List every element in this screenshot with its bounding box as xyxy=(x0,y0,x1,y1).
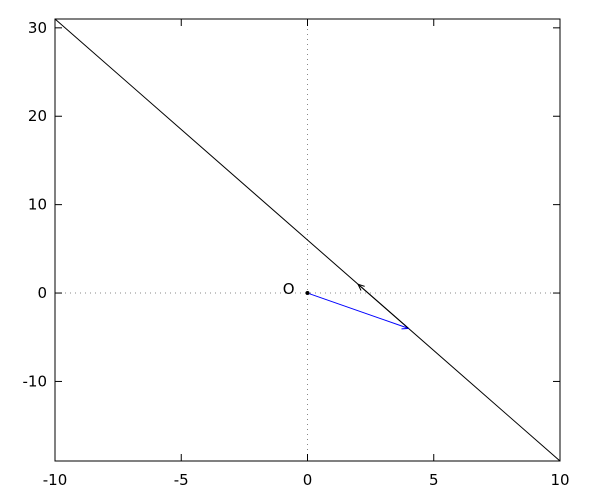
y-tick-label: -10 xyxy=(23,372,48,390)
origin-point xyxy=(305,291,310,296)
arrow-line xyxy=(357,283,409,329)
y-tick-label: 20 xyxy=(28,107,47,125)
series-line xyxy=(54,18,561,462)
y-tick-label: 10 xyxy=(28,196,47,214)
y-tick-label: 0 xyxy=(37,284,47,302)
y-tick-label: 30 xyxy=(28,19,47,37)
axes: -10 -5 0 5 10 -10 0 10 20 30 xyxy=(23,19,570,489)
arrow-line xyxy=(307,292,409,329)
point-label: O xyxy=(283,280,295,298)
arrow-head xyxy=(357,283,365,291)
x-tick-label: -5 xyxy=(174,471,189,489)
x-tick-label: 0 xyxy=(303,471,313,489)
x-tick-label: 5 xyxy=(429,471,439,489)
x-tick-label: 10 xyxy=(550,471,569,489)
plot-border xyxy=(54,18,561,462)
marks: O xyxy=(54,18,561,462)
x-tick-label: -10 xyxy=(43,471,68,489)
